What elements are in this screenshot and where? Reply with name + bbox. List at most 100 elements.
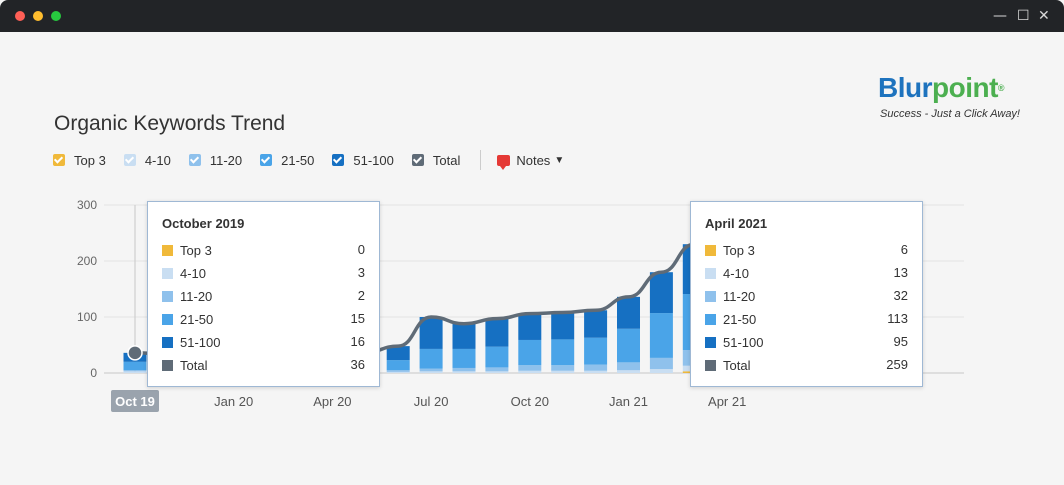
logo-point-text: point [932,72,998,103]
bar-segment [617,328,640,363]
maximize-icon[interactable]: ☐ [1017,8,1030,24]
checkbox-icon[interactable] [332,154,345,166]
tooltip-row: 4-10 [705,265,749,281]
tooltip-row-label: Total [723,357,751,373]
tooltip-row-label: 11-20 [180,288,213,304]
bar-segment [584,370,608,373]
bar-segment [617,370,640,373]
logo-blur-text: Blur [878,72,933,103]
tooltip-row: 51-100 [705,334,763,350]
bar-segment [649,272,673,314]
bar-segment [485,318,509,347]
close-icon[interactable]: ✕ [1038,8,1050,24]
bar-segment [584,364,608,371]
bar-segment [551,312,575,340]
bar-segment [485,367,509,372]
logo-tagline: Success - Just a Click Away! [880,108,1020,120]
x-tick-label: Oct 20 [511,394,549,409]
legend-item-top3[interactable]: Top 3 [53,153,106,168]
swatch-icon [162,313,173,325]
checkbox-icon[interactable] [188,154,201,166]
tooltip-row: 51-100 [162,334,220,350]
tooltip-row: Top 3 [705,242,755,258]
tooltip-row-label: 4-10 [180,265,207,281]
bar-segment [617,296,640,329]
y-tick-label: 200 [77,254,97,268]
tooltip-row: 4-10 [162,265,206,281]
tooltip-row-value: 0 [357,242,365,257]
tooltip-row-value: 15 [350,311,365,326]
bar-segment [584,310,608,338]
y-tick-label: 100 [77,310,97,324]
checkbox-icon[interactable] [53,154,65,166]
bar-segment [419,348,443,369]
tooltip-row-value: 3 [357,265,365,280]
total-point-marker [127,345,143,361]
checkbox-icon[interactable] [260,154,273,166]
bar-segment [649,313,673,358]
checkbox-icon[interactable] [411,154,424,166]
bar-segment [123,371,147,373]
legend-item-11-20[interactable]: 11-20 [188,152,243,168]
tooltip-title: October 2019 [162,216,245,231]
legend-item-21-50[interactable]: 21-50 [260,153,314,168]
bar-segment [419,317,443,349]
checkbox-icon[interactable] [123,154,136,166]
tooltip-october-2019: October 2019 Top 3 0 4-10 3 11-20 2 21-50 15 51-… [147,201,380,387]
legend-label: 4-10 [144,152,171,168]
brand-logo: Blurpoint® Success - Just a Click Away! [878,72,1020,120]
minimize-window-dot[interactable] [33,11,43,21]
legend-label: Total [432,152,461,168]
x-tick-label: Apr 21 [708,394,746,409]
bar-segment [551,365,575,371]
tooltip-title: April 2021 [705,216,768,231]
bar-segment [584,337,608,365]
legend-label: 11-20 [209,152,243,168]
swatch-icon [162,359,173,371]
tooltip-row-value: 113 [887,311,908,326]
legend-item-4-10[interactable]: 4-10 [123,152,171,168]
tooltip-row-label: 51-100 [180,334,221,350]
tooltip-row-value: 259 [886,357,908,372]
bar-segment [386,360,410,371]
bar-segment [452,371,476,373]
logo-registered-mark: ® [997,83,1005,93]
bar-segment [649,369,673,373]
tooltip-row-label: Total [180,357,208,373]
bar-segment [518,365,542,371]
swatch-icon [162,336,173,348]
chevron-down-icon: ▼ [554,154,565,166]
x-tick-label: Oct 19 [115,394,155,409]
bar-segment [617,362,640,371]
legend-item-total[interactable]: Total [411,152,461,168]
close-window-dot[interactable] [15,11,25,21]
tooltip-row: 21-50 [162,311,213,327]
tooltip-row: 11-20 [705,288,755,304]
tooltip-row-label: Top 3 [723,242,755,258]
logo-wordmark: Blurpoint® [878,72,1005,104]
y-tick-label: 0 [90,366,97,380]
tooltip-row-value: 32 [893,288,908,303]
legend-divider [480,150,482,170]
legend-item-51-100[interactable]: 51-100 [332,152,394,168]
legend-label: 51-100 [353,152,394,168]
bar-segment [551,339,575,366]
swatch-icon [705,359,716,371]
swatch-icon [705,244,716,256]
tooltip-row-value: 36 [350,357,365,372]
tooltip-row-label: 21-50 [180,311,214,327]
window-titlebar: — ☐ ✕ [0,0,1064,32]
bar-segment [419,368,443,372]
swatch-icon [705,336,716,348]
notes-dropdown[interactable]: Notes ▼ [497,153,565,170]
tooltip-row: 11-20 [162,288,212,304]
tooltip-row-label: Top 3 [180,242,212,258]
bar-segment [485,371,509,373]
swatch-icon [705,313,716,325]
tooltip-row-value: 2 [357,288,365,303]
zoom-window-dot[interactable] [51,11,61,21]
swatch-icon [162,290,173,302]
bar-segment [386,371,410,373]
minimize-icon[interactable]: — [993,8,1007,24]
swatch-icon [162,244,173,256]
